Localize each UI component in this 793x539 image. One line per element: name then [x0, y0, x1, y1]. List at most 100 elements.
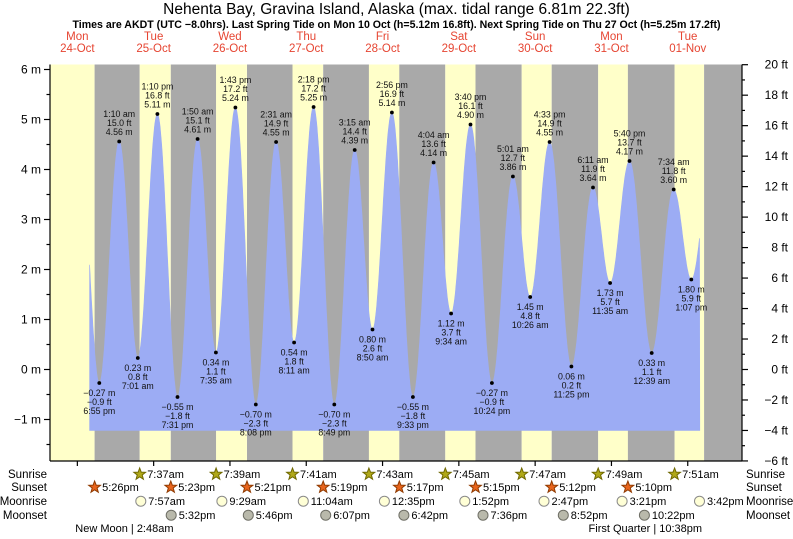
- tide-annotation-line: 8:08 pm: [240, 428, 272, 438]
- moonset-marker: 10:22pm: [638, 509, 695, 522]
- left-axis-tick-label: 3 m: [21, 213, 41, 227]
- moonset-time: 6:42pm: [411, 510, 448, 522]
- tide-annotation-line: 5:01 am: [497, 144, 529, 154]
- sunset-time: 5:23pm: [178, 482, 215, 494]
- tide-annotation-line: 0.34 m: [202, 358, 229, 368]
- tide-annotation-line: 2:56 pm: [376, 80, 408, 90]
- tide-annotation-line: 11.8 ft: [662, 166, 686, 176]
- tide-annotation-line: 16.8 ft: [145, 91, 170, 101]
- row-label-right-sunset: Sunset: [746, 482, 783, 494]
- moonset-circle-icon: [477, 509, 489, 521]
- day-name: Mon: [66, 31, 88, 43]
- moon-phase-label: New Moon | 2:48am: [75, 523, 173, 535]
- tide-annotation-line: 2:18 pm: [298, 75, 330, 85]
- tide-annotation-line: 4.17 m: [616, 147, 643, 157]
- moonrise-circle-icon: [616, 495, 628, 507]
- tide-point: [117, 139, 122, 144]
- moonrise-marker: 12:35pm: [378, 495, 435, 508]
- tide-point: [311, 105, 316, 109]
- sunrise-time: 7:47am: [529, 469, 566, 481]
- day-date: 30-Oct: [518, 43, 553, 55]
- day-name: Mon: [600, 31, 622, 43]
- tide-annotation-line: 11.9 ft: [581, 164, 605, 174]
- sunrise-marker: 7:39am: [208, 466, 260, 481]
- low-tide-annotation: 0.80 m2.6 ft8:50 am: [357, 327, 389, 363]
- tide-annotation-line: 7:35 am: [200, 376, 232, 386]
- moonrise-time: 11:04am: [311, 496, 353, 508]
- tide-annotation-line: 2:31 am: [260, 110, 292, 120]
- sunrise-time: 7:43am: [376, 469, 413, 481]
- moonset-circle-icon: [242, 509, 254, 521]
- moon-phase-label: First Quarter | 10:38pm: [589, 523, 703, 535]
- sunset-star-icon: [392, 479, 407, 494]
- sunrise-time: 7:41am: [300, 469, 337, 481]
- tide-point: [195, 137, 200, 141]
- tide-point: [649, 351, 654, 355]
- tide-annotation-line: 0.06 m: [558, 372, 585, 382]
- tide-point: [214, 350, 218, 355]
- day-date: 27-Oct: [289, 43, 324, 55]
- sunrise-star-icon: [514, 466, 529, 481]
- moonrise-time: 3:42pm: [707, 496, 744, 508]
- tide-annotation-line: 4.14 m: [420, 148, 447, 158]
- moonrise-marker: 2:47pm: [538, 495, 588, 508]
- tide-point: [390, 110, 394, 115]
- right-axis-tick-label: −6 ft: [764, 454, 788, 468]
- day-date: 01-Nov: [669, 43, 706, 55]
- tide-point: [135, 356, 140, 360]
- sunrise-marker: 7:51am: [667, 466, 719, 481]
- day-date: 25-Oct: [136, 43, 171, 55]
- tide-annotation-line: 3.64 m: [580, 173, 607, 183]
- tide-point: [253, 402, 258, 407]
- page-title: Nehenta Bay, Gravina Island, Alaska (max…: [163, 1, 630, 18]
- sunset-star-icon: [315, 479, 331, 494]
- moonrise-marker: 7:57am: [135, 495, 185, 508]
- low-tide-annotation: 1.12 m3.7 ft9:34 am: [435, 311, 467, 347]
- tide-annotation-line: 10:26 am: [512, 320, 549, 330]
- day-date: 29-Oct: [442, 43, 477, 55]
- tide-annotation-line: 1:43 pm: [220, 75, 252, 85]
- sunrise-marker: 7:41am: [285, 466, 337, 481]
- sunset-time: 5:21pm: [255, 482, 292, 494]
- tide-point: [528, 295, 533, 299]
- sunset-time: 5:15pm: [483, 482, 520, 494]
- day-name: Thu: [296, 31, 316, 43]
- tide-annotation-line: 3.60 m: [660, 175, 687, 185]
- tide-point: [175, 395, 180, 399]
- sunset-marker: 5:23pm: [163, 479, 215, 494]
- moonrise-time: 3:21pm: [630, 496, 667, 508]
- sunset-time: 5:26pm: [102, 482, 139, 494]
- day-date: 24-Oct: [60, 43, 95, 55]
- tide-annotation-line: 8:50 am: [357, 353, 389, 363]
- tide-annotation-line: 5.9 ft: [682, 294, 702, 304]
- moonset-time: 6:07pm: [333, 510, 370, 522]
- tide-annotation-line: 11:35 am: [592, 306, 628, 316]
- moonrise-circle-icon: [694, 495, 705, 507]
- tide-annotation-line: 15.1 ft: [185, 116, 210, 126]
- tide-annotation-line: 1:07 pm: [675, 303, 707, 313]
- tide-point: [569, 364, 574, 369]
- low-tide-annotation: −0.27 m−0.9 ft6:55 pm: [83, 381, 115, 416]
- tide-point: [274, 140, 278, 144]
- tide-annotation-line: 4.61 m: [184, 125, 211, 135]
- tide-annotation-line: 5.14 m: [378, 98, 405, 108]
- tide-point: [468, 122, 473, 127]
- moonrise-circle-icon: [135, 495, 147, 507]
- sunrise-star-icon: [667, 466, 682, 481]
- tide-point: [511, 174, 515, 179]
- sunrise-time: 7:49am: [606, 469, 643, 481]
- tide-annotation-line: 4.8 ft: [520, 311, 540, 321]
- tide-annotation-line: 8:49 pm: [318, 428, 350, 438]
- sunset-time: 5:12pm: [559, 482, 596, 494]
- moonrise-circle-icon: [459, 495, 471, 507]
- moonset-time: 8:52pm: [571, 510, 608, 522]
